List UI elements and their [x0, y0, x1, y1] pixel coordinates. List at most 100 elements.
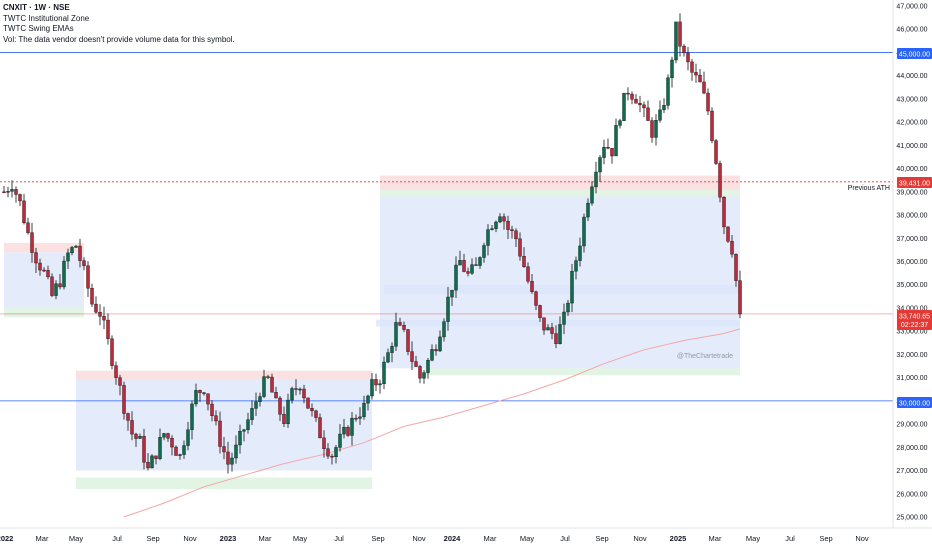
candle-body [186, 429, 190, 446]
candle-body [46, 270, 50, 278]
candle-body [234, 444, 238, 459]
candle-body [114, 365, 118, 378]
svg-text:33,740.65: 33,740.65 [899, 314, 930, 321]
candle-body [282, 414, 286, 424]
candle-body [218, 420, 222, 447]
y-tick-label: 46,000.00 [896, 27, 927, 34]
candle-body [262, 376, 266, 397]
candle-body [386, 352, 390, 363]
y-tick-label: 28,000.00 [896, 445, 927, 452]
ema-layer [123, 328, 741, 518]
candle-body [378, 383, 382, 386]
candle-body [146, 462, 150, 469]
candle-body [526, 266, 530, 282]
candle-body [270, 376, 274, 393]
candle-body [154, 455, 158, 459]
y-tick-label: 27,000.00 [896, 468, 927, 475]
candle-body [594, 171, 598, 188]
candle-body [2, 191, 6, 194]
candle-body [414, 361, 418, 367]
candle-body [406, 329, 410, 352]
candle-body [470, 264, 474, 274]
x-tick-label: Sep [595, 534, 608, 543]
candle-body [550, 327, 554, 334]
candle-body [458, 260, 462, 266]
candle-body [534, 291, 538, 306]
candle-body [618, 120, 622, 126]
symbol-title[interactable]: CNXIT · 1W · NSE [3, 3, 70, 12]
zones-layer [4, 175, 740, 490]
x-tick-label: Mar [259, 534, 272, 543]
candle-body [362, 402, 366, 418]
candle-body [314, 410, 318, 418]
candle-body [374, 379, 378, 386]
candle-body [430, 349, 434, 361]
candle-body [514, 230, 518, 240]
x-tick-label: Nov [412, 534, 426, 543]
x-tick-label: 2024 [444, 534, 462, 543]
candle-body [354, 417, 358, 420]
candle-body [370, 379, 374, 397]
x-tick-label: Jul [785, 534, 795, 543]
candle-body [382, 361, 386, 384]
candle-body [410, 351, 414, 362]
zone-blue [384, 284, 740, 295]
badge-last-price: 33,740.65 02:22:37 [897, 310, 932, 330]
candle-body [122, 385, 126, 414]
candle-body [602, 147, 606, 158]
x-tick-label: May [746, 534, 760, 543]
candle-body [726, 226, 730, 242]
candle-body [554, 333, 558, 344]
candle-body [162, 433, 166, 438]
candle-body [610, 148, 614, 157]
candle-body [734, 253, 738, 281]
candle-body [150, 455, 154, 469]
candle-body [202, 392, 206, 394]
candle-body [358, 416, 362, 419]
candle-body [434, 349, 438, 352]
x-tick-label: Jul [560, 534, 570, 543]
candle-body [90, 288, 94, 305]
candle-body [722, 197, 726, 228]
candle-body [302, 388, 306, 399]
x-tick-label: Mar [36, 534, 49, 543]
candle-body [502, 216, 506, 222]
candle-body [646, 107, 650, 121]
candle-body [222, 446, 226, 453]
candle-body [82, 260, 86, 266]
svg-text:02:22:37: 02:22:37 [901, 322, 928, 329]
y-tick-label: 25,000.00 [896, 515, 927, 522]
indicator-institutional-zone[interactable]: TWTC Institutional Zone [3, 13, 90, 23]
candle-body [566, 302, 570, 313]
y-tick-label: 34,000.00 [896, 305, 927, 312]
candle-body [510, 229, 514, 232]
candle-body [662, 105, 666, 111]
y-tick-label: 47,000.00 [896, 4, 927, 11]
candle-body [294, 388, 298, 390]
candle-body [10, 189, 14, 192]
badge-30000: 30,000.00 [897, 397, 932, 408]
candle-body [718, 163, 722, 198]
candle-body [94, 303, 98, 313]
candle-body [70, 247, 74, 254]
candle-body [678, 21, 682, 47]
volume-note: Vol: The data vendor doesn't provide vol… [3, 34, 235, 44]
candle-body [590, 186, 594, 204]
candle-body [278, 397, 282, 415]
indicator-swing-emas[interactable]: TWTC Swing EMAs [3, 24, 74, 33]
candle-body [522, 255, 526, 267]
candle-body [338, 433, 342, 448]
x-tick-label: May [69, 534, 83, 543]
candle-body [182, 445, 186, 455]
candle-body [586, 202, 590, 218]
candle-body [290, 388, 294, 401]
x-tick-label: 2025 [670, 534, 687, 543]
candle-body [578, 245, 582, 261]
candle-body [134, 433, 138, 439]
candle-body [398, 322, 402, 326]
candle-body [682, 45, 686, 54]
y-tick-label: 36,000.00 [896, 259, 927, 266]
candle-body [214, 415, 218, 422]
